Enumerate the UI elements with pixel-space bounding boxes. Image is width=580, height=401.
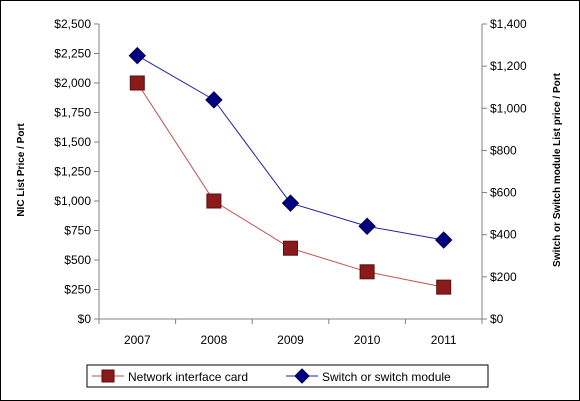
left-axis-title: NIC List Price / Port — [16, 123, 27, 217]
left-tick-label: $1,250 — [54, 165, 91, 179]
right-tick-label: $200 — [490, 270, 517, 284]
left-tick-label: $0 — [78, 312, 92, 326]
left-tick-label: $1,000 — [54, 194, 91, 208]
left-tick-label: $2,000 — [54, 76, 91, 90]
right-tick-label: $1,200 — [490, 59, 527, 73]
right-tick-label: $400 — [490, 228, 517, 242]
left-tick-label: $1,500 — [54, 135, 91, 149]
data-point-nic — [206, 193, 222, 209]
data-point-switch — [434, 231, 453, 249]
left-tick-label: $1,750 — [54, 106, 91, 120]
data-point-nic — [359, 264, 375, 280]
legend: Network interface card Switch or switch … — [86, 364, 489, 388]
right-tick-label: $1,000 — [490, 101, 527, 115]
plot-area — [98, 24, 483, 320]
data-point-switch — [128, 46, 147, 65]
left-tick-label: $750 — [64, 224, 91, 238]
right-tick-label: $600 — [490, 186, 517, 200]
series-line-switch — [137, 55, 444, 241]
x-tick-label: 2010 — [354, 333, 381, 347]
legend-switch-label: Switch or switch module — [322, 370, 451, 384]
x-tick-label: 2007 — [124, 333, 151, 347]
left-axis-ticks: $0 $250 $500 $750 $1,000 $1,250 $1,500 $1,750 $2… — [54, 17, 99, 326]
legend-nic-label: Network interface card — [128, 370, 248, 384]
x-tick-label: 2008 — [201, 333, 228, 347]
data-point-nic — [129, 75, 145, 91]
legend-nic-marker — [101, 369, 115, 383]
x-tick-label: 2009 — [277, 333, 304, 347]
left-tick-label: $2,250 — [54, 47, 91, 61]
left-tick-label: $2,500 — [54, 17, 91, 31]
right-tick-label: $0 — [490, 312, 504, 326]
right-tick-label: $1,400 — [490, 17, 527, 31]
right-axis-title: Switch or Switch module List price / Por… — [552, 72, 563, 267]
series-layer — [128, 46, 453, 295]
legend-item-switch: Switch or switch module — [286, 368, 451, 384]
left-tick-label: $500 — [64, 253, 91, 267]
right-tick-label: $800 — [490, 143, 517, 157]
data-point-switch — [358, 217, 376, 235]
data-point-nic — [436, 279, 452, 295]
data-point-switch — [281, 194, 300, 212]
x-tick-label: 2011 — [431, 333, 457, 347]
left-tick-label: $250 — [64, 283, 91, 297]
data-point-nic — [283, 240, 298, 256]
legend-switch-marker — [294, 368, 310, 384]
series-line-nic — [136, 82, 444, 288]
legend-item-nic: Network interface card — [92, 369, 248, 384]
data-point-switch — [205, 91, 223, 109]
right-axis-ticks: $0 $200 $400 $600 $800 $1,000 $1,200 $1,400 — [482, 17, 527, 326]
x-axis-ticks: 2007 2008 2009 2010 2011 — [98, 319, 483, 347]
